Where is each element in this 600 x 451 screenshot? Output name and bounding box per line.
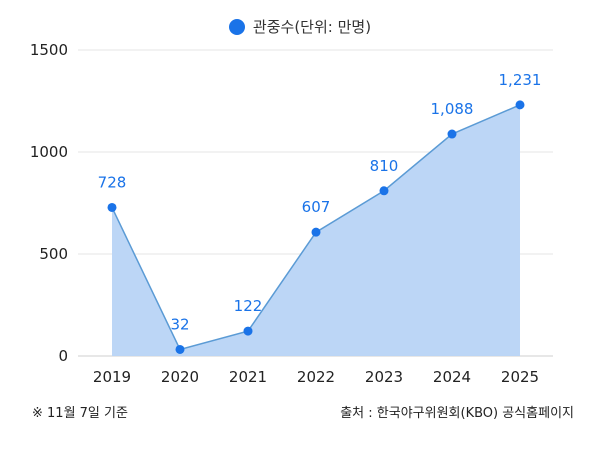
y-tick-label: 1500 xyxy=(30,41,68,59)
x-tick-label: 2019 xyxy=(93,368,131,386)
y-tick-label: 0 xyxy=(58,347,68,365)
data-point xyxy=(515,100,525,110)
series-area xyxy=(112,104,520,356)
x-tick-label: 2025 xyxy=(501,368,539,386)
data-label: 728 xyxy=(98,173,127,191)
data-point xyxy=(175,344,185,354)
data-label: 122 xyxy=(234,297,263,315)
chart-legend: 관중수(단위: 만명) xyxy=(0,16,600,37)
data-point xyxy=(447,129,457,139)
x-tick-label: 2020 xyxy=(161,368,199,386)
data-label: 607 xyxy=(302,198,331,216)
data-point xyxy=(311,227,321,237)
data-label: 810 xyxy=(370,157,399,175)
x-tick-label: 2022 xyxy=(297,368,335,386)
x-tick-label: 2023 xyxy=(365,368,403,386)
data-label: 1,088 xyxy=(431,100,474,118)
data-label: 1,231 xyxy=(499,71,542,89)
data-label: 32 xyxy=(170,315,189,333)
y-tick-label: 1000 xyxy=(30,143,68,161)
legend-marker xyxy=(228,18,245,35)
data-point xyxy=(243,326,253,336)
y-tick-label: 500 xyxy=(39,245,68,263)
data-point xyxy=(107,202,117,212)
footnote: ※ 11월 7일 기준 xyxy=(32,406,128,421)
x-tick-label: 2024 xyxy=(433,368,471,386)
data-point xyxy=(379,186,389,196)
source-note: 출처 : 한국야구위원회(KBO) 공식홈페이지 xyxy=(340,406,574,421)
x-tick-label: 2021 xyxy=(229,368,267,386)
legend-label: 관중수(단위: 만명) xyxy=(252,18,372,36)
